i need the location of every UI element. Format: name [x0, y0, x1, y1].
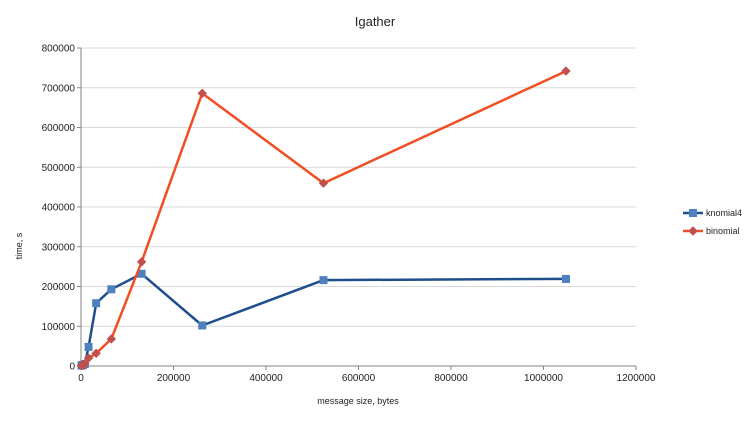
legend-label: binomial	[706, 226, 740, 236]
data-point-binomial	[106, 334, 117, 344]
x-tick-label: 800000	[434, 373, 468, 384]
y-tick-label: 700000	[42, 83, 76, 94]
data-point-knomial4	[561, 274, 570, 283]
x-tick-label: 400000	[249, 373, 283, 384]
series-group	[76, 66, 571, 371]
data-point-binomial	[561, 66, 571, 76]
legend-marker	[689, 209, 697, 217]
data-point-binomial	[136, 257, 147, 267]
series-knomial4	[77, 269, 570, 370]
y-tick-label: 800000	[42, 44, 76, 55]
data-point-binomial	[91, 348, 101, 358]
x-tick-label: 1200000	[617, 373, 656, 384]
legend-item-knomial4: knomial4	[683, 208, 742, 218]
y-tick-label: 100000	[42, 322, 76, 333]
series-binomial	[76, 66, 571, 371]
y-tick-label: 0	[69, 362, 75, 373]
chart-title: Igather	[355, 14, 396, 29]
axes: 0 100000 200000 300000 400000 500000 600000 700…	[42, 44, 656, 385]
series-line-binomial	[80, 69, 567, 367]
data-point-binomial	[80, 359, 90, 369]
y-tick-label: 200000	[42, 282, 76, 293]
x-tick-label: 600000	[342, 373, 376, 384]
y-tick-label: 600000	[42, 123, 76, 134]
y-tick-label: 400000	[42, 203, 76, 214]
data-point-binomial	[197, 88, 207, 99]
y-tick-label: 500000	[42, 163, 76, 174]
data-point-binomial	[318, 178, 329, 188]
gridlines	[81, 47, 636, 327]
x-axis-title: message size, bytes	[317, 396, 399, 406]
data-point-binomial	[83, 353, 94, 363]
legend-marker	[688, 226, 698, 236]
legend: knomial4 binomial	[683, 208, 742, 236]
data-point-knomial4	[319, 276, 328, 285]
x-tick-label: 1000000	[524, 373, 563, 384]
data-point-knomial4	[107, 285, 116, 294]
series-line-knomial4	[80, 272, 567, 367]
data-point-knomial4	[84, 342, 93, 351]
legend-label: knomial4	[706, 208, 742, 218]
x-tick-label: 0	[78, 373, 84, 384]
legend-item-binomial: binomial	[683, 226, 740, 236]
y-tick-label: 300000	[42, 242, 76, 253]
data-point-knomial4	[92, 299, 101, 308]
data-point-knomial4	[198, 321, 207, 330]
y-axis-title: time, s	[14, 232, 24, 259]
x-tick-label: 200000	[157, 373, 191, 384]
